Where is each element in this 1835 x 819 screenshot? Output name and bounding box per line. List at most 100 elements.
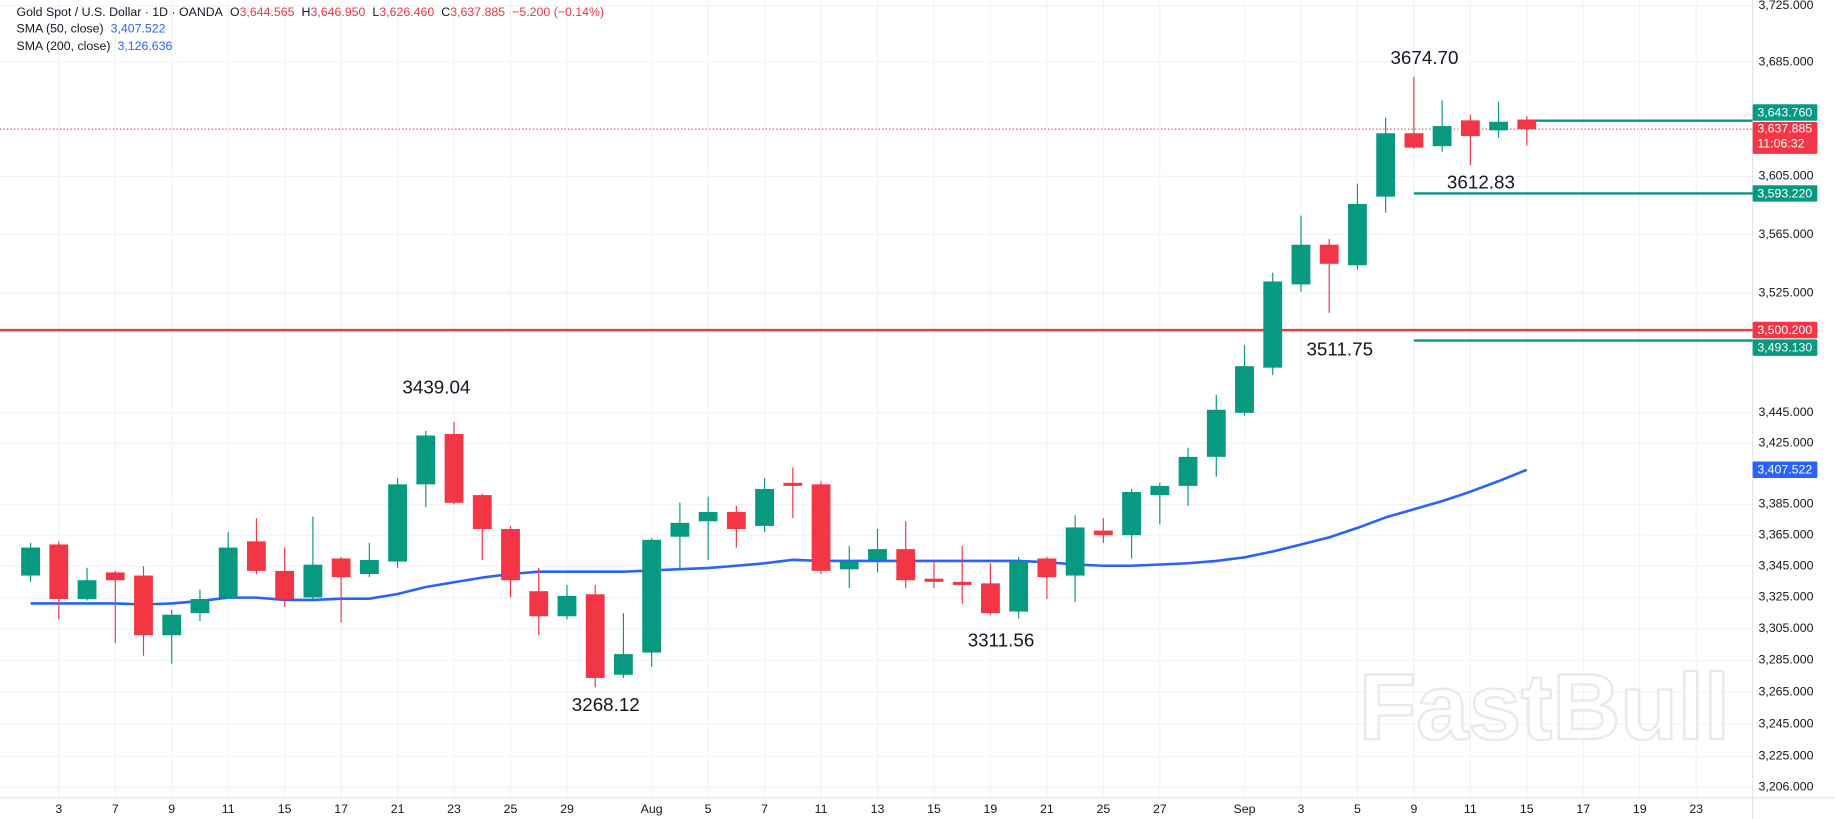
x-tick-label: 27 (1153, 802, 1167, 816)
x-tick-label: 21 (391, 802, 405, 816)
y-tick-label: 3,605.000 (1759, 169, 1814, 183)
x-tick-label: 25 (504, 802, 518, 816)
candle-body (1235, 366, 1254, 413)
x-tick-label: 23 (447, 802, 461, 816)
countdown: 11:06:32 (1757, 137, 1804, 151)
candle-body (444, 434, 464, 503)
y-tick-label: 3,265.000 (1759, 685, 1814, 699)
x-tick-label: 17 (334, 802, 348, 816)
y-tick-label: 3,325.000 (1759, 590, 1814, 604)
y-tick-label: 3,285.000 (1759, 653, 1814, 667)
x-tick-label: 11 (222, 802, 235, 816)
legend-part: 3,644.565 (240, 5, 295, 19)
candle-body (1376, 133, 1396, 197)
legend-part: 3,626.460 (379, 5, 434, 19)
legend-part: −5.200 (−0.14%) (512, 5, 604, 19)
annotation: 3439.04 (402, 376, 470, 397)
x-tick-label: 9 (168, 802, 175, 816)
sma-label: 3,407.522 (1757, 463, 1812, 477)
candle-body (275, 570, 295, 600)
x-tick-label: 11 (1464, 802, 1477, 816)
x-tick-label: 3 (55, 802, 62, 816)
x-tick-label: 19 (1633, 802, 1647, 816)
sma-line (30, 468, 1528, 606)
level-label: 3,500.200 (1757, 323, 1812, 337)
y-tick-label: 3,206.000 (1759, 780, 1814, 794)
annotation: 3268.12 (572, 694, 640, 715)
candle-body (218, 547, 238, 598)
annotation: 3311.56 (968, 629, 1035, 650)
indicator-legend: SMA (200, close) 3,126.636 (16, 39, 172, 53)
x-tick-label: 29 (560, 802, 574, 816)
x-tick-label: 11 (815, 802, 828, 816)
y-tick-label: 3,685.000 (1759, 54, 1814, 68)
y-tick-label: 3,225.000 (1759, 749, 1814, 763)
candle-body (642, 539, 662, 653)
legend-part: H (302, 5, 311, 19)
candle-body (839, 561, 859, 570)
candle-body (896, 549, 916, 581)
candle-body (698, 512, 718, 522)
y-tick-label: 3,565.000 (1759, 227, 1814, 241)
x-tick-label: 17 (1576, 802, 1590, 816)
candle-body (1460, 120, 1480, 137)
legend-part: L (372, 5, 379, 19)
candle-body (783, 482, 803, 486)
legend-part: O (230, 5, 240, 19)
legend-part: 3,126.636 (118, 39, 173, 53)
annotation: 3511.75 (1306, 339, 1373, 360)
legend-part: 3,646.950 (310, 5, 365, 19)
y-tick-label: 3,445.000 (1759, 405, 1814, 419)
legend-part: 3,637.885 (450, 5, 505, 19)
candle-body (811, 484, 831, 571)
candle-body (1093, 530, 1113, 536)
candle-body (1432, 126, 1452, 147)
legend-part: SMA (50, close) (16, 22, 103, 36)
annotation: 3612.83 (1447, 172, 1515, 193)
x-tick-label: 15 (927, 802, 941, 816)
header: Gold Spot / U.S. Dollar · 1D · OANDA O3,6… (16, 5, 604, 19)
y-tick-label: 3,365.000 (1759, 527, 1814, 541)
x-tick-label: 3 (1298, 802, 1305, 816)
candle-body (472, 495, 492, 529)
x-tick-label: 19 (984, 802, 998, 816)
candle-body (529, 591, 549, 617)
y-tick-label: 3,525.000 (1759, 286, 1814, 300)
x-tick-label: 13 (871, 802, 885, 816)
candle-body (331, 558, 351, 578)
x-tick-label: 23 (1689, 802, 1703, 816)
candle-body (1009, 561, 1029, 612)
candle-body (105, 572, 125, 581)
candle-body (1150, 485, 1170, 496)
x-tick-label: 15 (1520, 802, 1534, 816)
x-tick-label: 15 (278, 802, 292, 816)
candle-body (1263, 281, 1283, 368)
x-tick-label: 5 (1354, 802, 1361, 816)
x-tick-label: 21 (1040, 802, 1054, 816)
candle-body (614, 654, 633, 675)
candle-body (981, 583, 1000, 614)
candle-body (1065, 527, 1085, 576)
candle-body (303, 564, 323, 598)
candle-body (1291, 244, 1311, 285)
watermark: FastBull (1359, 654, 1730, 759)
indicator-legend: SMA (50, close) 3,407.522 (16, 22, 165, 36)
candle-body (1206, 409, 1226, 457)
candle-body (247, 541, 266, 571)
y-tick-label: 3,385.000 (1759, 497, 1814, 511)
candle-body (77, 580, 97, 600)
candle-body (1037, 558, 1057, 578)
y-tick-label: 3,245.000 (1759, 717, 1814, 731)
candle-body (190, 599, 210, 614)
last-price-box (1752, 122, 1818, 154)
x-tick-label: 5 (705, 802, 712, 816)
candle-body (755, 488, 774, 526)
candle-body (1178, 456, 1198, 486)
candle-body (1517, 119, 1537, 130)
candle-body (868, 549, 887, 560)
legend-part: C (441, 5, 450, 19)
level-label: 3,643.760 (1757, 105, 1812, 119)
level-label: 3,593.220 (1757, 186, 1812, 200)
